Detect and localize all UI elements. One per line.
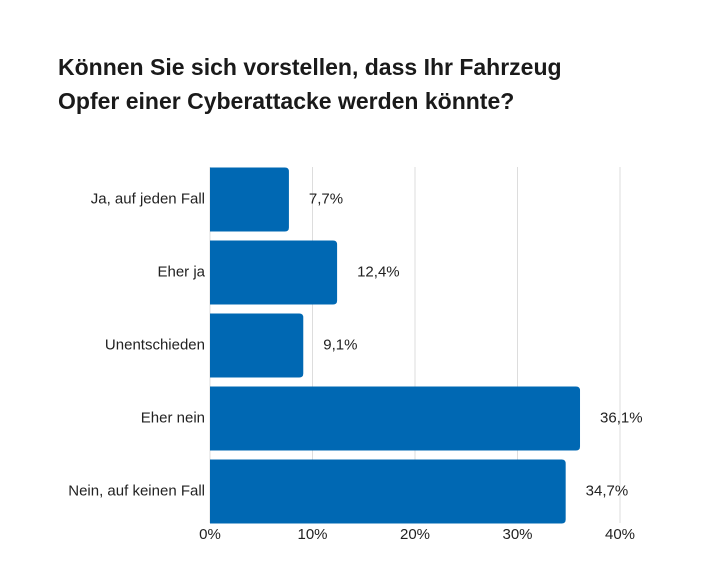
bar — [210, 240, 338, 305]
category-label: Ja, auf jeden Fall — [91, 190, 205, 207]
bars — [210, 167, 581, 524]
chart-title: Können Sie sich vorstellen, dass Ihr Fah… — [58, 50, 678, 118]
bar — [210, 313, 304, 378]
value-label: 36,1% — [600, 409, 643, 426]
value-label: 7,7% — [309, 190, 343, 207]
value-labels: 7,7% 12,4% 9,1% 36,1% 34,7% — [309, 190, 643, 499]
x-tick-label: 20% — [400, 526, 430, 543]
value-label: 12,4% — [357, 263, 400, 280]
chart-title-line-1: Können Sie sich vorstellen, dass Ihr Fah… — [58, 54, 562, 80]
x-tick-label: 30% — [502, 526, 532, 543]
bar — [210, 386, 581, 451]
x-axis-tick-labels: 0% 10% 20% 30% 40% — [199, 526, 635, 543]
bar — [210, 459, 566, 524]
value-label: 9,1% — [323, 336, 357, 353]
chart-title-line-2: Opfer einer Cyberattacke werden könnte? — [58, 88, 515, 114]
category-label: Eher ja — [157, 263, 205, 280]
category-labels: Ja, auf jeden Fall Eher ja Unentschieden Eh… — [68, 190, 205, 499]
category-label: Nein, auf keinen Fall — [68, 482, 205, 499]
x-tick-label: 0% — [199, 526, 221, 543]
bar — [210, 167, 289, 232]
x-tick-label: 40% — [605, 526, 635, 543]
category-label: Eher nein — [141, 409, 205, 426]
x-tick-label: 10% — [297, 526, 327, 543]
category-label: Unentschieden — [105, 336, 205, 353]
value-label: 34,7% — [586, 482, 629, 499]
